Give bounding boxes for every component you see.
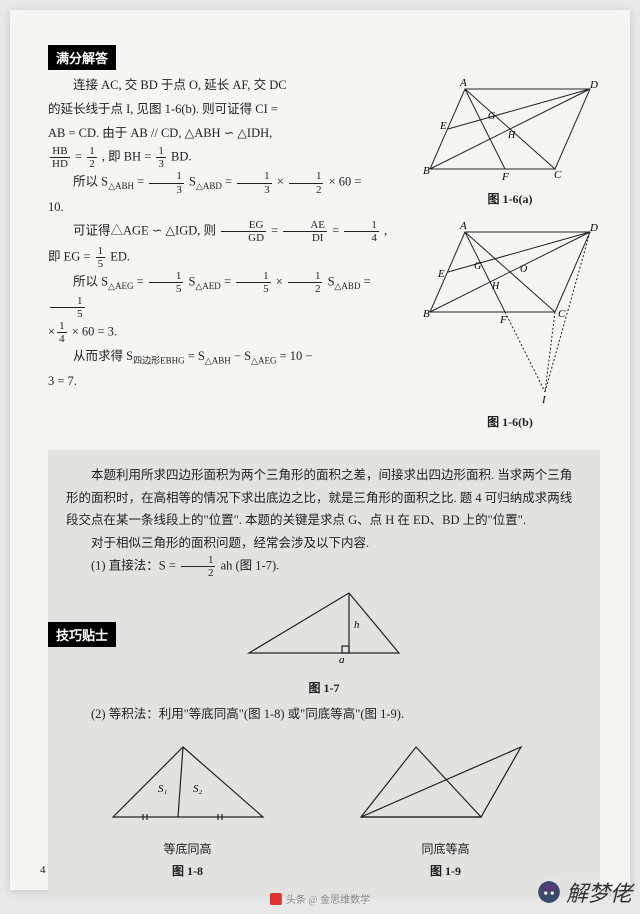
svg-text:S₁: S₁ [158,783,168,795]
fig-a-caption: 图 1-6(a) [420,190,600,207]
svg-text:h: h [354,619,360,631]
tips-box: 本题利用所求四边形面积为两个三角形的面积之差，间接求出四边形面积. 当求两个三角… [48,450,600,897]
svg-text:C: C [558,308,566,320]
solution-text: 连接 AC, 交 BD 于点 O, 延长 AF, 交 DC 的延长线于点 I, … [48,74,410,430]
svg-text:a: a [339,654,345,666]
svg-text:S₂: S₂ [193,783,203,795]
solution-label: 满分解答 [48,45,116,70]
svg-text:E: E [439,120,447,132]
svg-text:D: D [589,79,598,91]
figure-1-7: a h [234,583,414,668]
figure-1-6a: A D B C E F G H [420,74,600,184]
svg-text:G: G [474,261,481,272]
svg-text:C: C [554,169,562,181]
svg-text:B: B [423,165,430,177]
figure-1-9 [346,732,546,832]
fig-b-caption: 图 1-6(b) [420,413,600,430]
svg-text:A: A [459,220,467,232]
svg-text:O: O [520,264,527,275]
svg-text:G: G [488,111,495,122]
tips-label: 技巧贴士 [48,622,116,647]
svg-text:F: F [501,171,509,183]
svg-text:D: D [589,222,598,234]
svg-text:B: B [423,308,430,320]
figure-1-8: S₁ S₂ [103,732,273,832]
svg-text:H: H [491,281,500,292]
page-number: 4 [40,864,46,876]
svg-text:I: I [541,394,547,406]
svg-text:F: F [499,314,507,326]
svg-text:E: E [437,268,445,280]
watermark-logo: 解梦佬 [536,876,632,908]
figure-1-6b: A D B C E F G H O I [420,217,600,407]
svg-text:A: A [459,77,467,89]
svg-text:H: H [507,130,516,141]
